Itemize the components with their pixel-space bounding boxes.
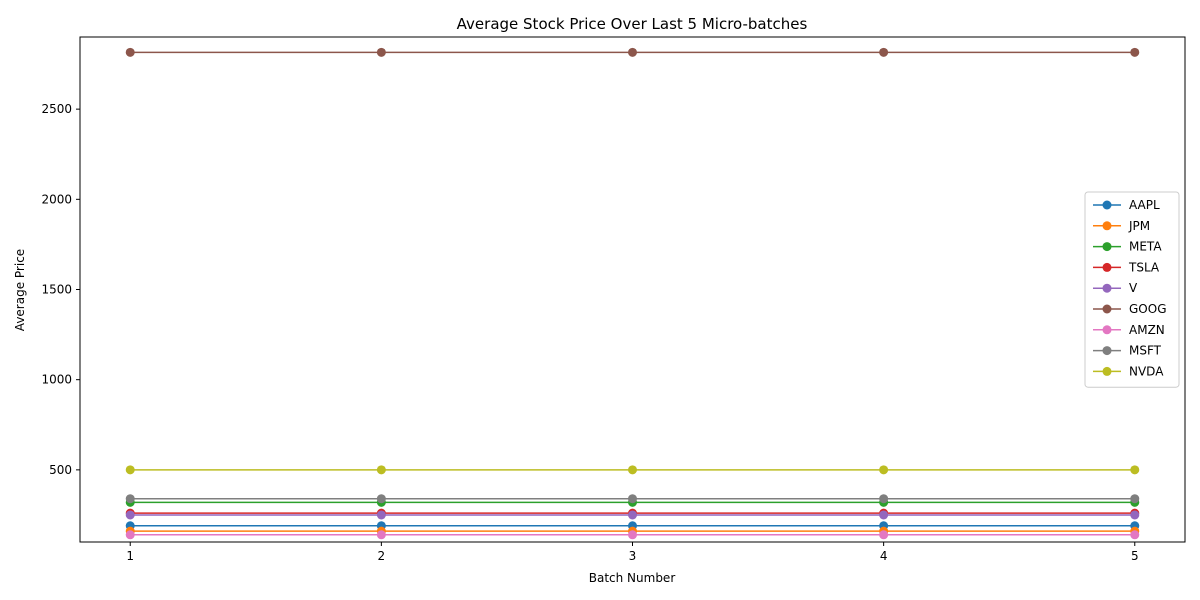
series-nvda bbox=[125, 465, 1140, 475]
legend-label: TSLA bbox=[1128, 260, 1160, 274]
y-tick-label: 2500 bbox=[41, 102, 72, 116]
plot-area bbox=[80, 37, 1185, 542]
legend-label: AMZN bbox=[1129, 323, 1165, 337]
x-axis-label: Batch Number bbox=[589, 571, 676, 585]
series-goog bbox=[125, 47, 1140, 57]
legend-box bbox=[1084, 191, 1180, 388]
data-point-amzn bbox=[1130, 530, 1140, 540]
data-point-msft bbox=[1130, 494, 1140, 504]
data-point-amzn bbox=[376, 530, 386, 540]
legend-item-v: V bbox=[1093, 281, 1138, 295]
data-point-goog bbox=[1130, 47, 1140, 57]
legend-marker bbox=[1102, 325, 1112, 335]
x-tick-label: 1 bbox=[126, 549, 134, 563]
y-tick-label: 500 bbox=[49, 463, 72, 477]
legend-marker bbox=[1102, 262, 1112, 272]
x-tick-label: 3 bbox=[629, 549, 637, 563]
legend-item-amzn: AMZN bbox=[1093, 323, 1165, 337]
legend-item-nvda: NVDA bbox=[1093, 364, 1164, 378]
data-point-goog bbox=[125, 47, 135, 57]
legend-label: AAPL bbox=[1129, 198, 1160, 212]
data-point-v bbox=[1130, 510, 1140, 520]
series-amzn bbox=[125, 530, 1140, 540]
series-msft bbox=[125, 494, 1140, 504]
legend-marker bbox=[1102, 346, 1112, 356]
y-axis-label: Average Price bbox=[13, 249, 27, 331]
legend-marker bbox=[1102, 242, 1112, 252]
legend-marker bbox=[1102, 366, 1112, 376]
legend-label: V bbox=[1129, 281, 1138, 295]
series-v bbox=[125, 510, 1140, 520]
series-layer bbox=[125, 47, 1140, 540]
data-point-v bbox=[125, 510, 135, 520]
legend-marker bbox=[1102, 221, 1112, 231]
data-point-nvda bbox=[628, 465, 637, 475]
y-tick-label: 2000 bbox=[41, 192, 72, 206]
data-point-goog bbox=[628, 47, 637, 57]
data-point-goog bbox=[879, 47, 889, 57]
data-point-nvda bbox=[1130, 465, 1140, 475]
data-point-amzn bbox=[879, 530, 889, 540]
data-point-nvda bbox=[376, 465, 386, 475]
data-point-v bbox=[376, 510, 386, 520]
legend-item-aapl: AAPL bbox=[1093, 198, 1160, 212]
legend-marker bbox=[1102, 200, 1112, 210]
legend-item-tsla: TSLA bbox=[1093, 260, 1160, 274]
data-point-msft bbox=[376, 494, 386, 504]
y-tick-label: 1500 bbox=[41, 283, 72, 297]
data-point-amzn bbox=[125, 530, 135, 540]
legend-label: JPM bbox=[1128, 219, 1150, 233]
legend-item-meta: META bbox=[1093, 240, 1162, 254]
data-point-msft bbox=[628, 494, 637, 504]
legend-label: NVDA bbox=[1129, 364, 1164, 378]
data-point-amzn bbox=[628, 530, 637, 540]
y-axis-ticks: 500 1000 1500 2000 2500 bbox=[41, 102, 80, 477]
x-tick-label: 2 bbox=[378, 549, 386, 563]
data-point-nvda bbox=[125, 465, 135, 475]
data-point-v bbox=[879, 510, 889, 520]
data-point-nvda bbox=[879, 465, 889, 475]
data-point-goog bbox=[376, 47, 386, 57]
legend-label: MSFT bbox=[1129, 344, 1162, 358]
legend-label: META bbox=[1129, 240, 1162, 254]
chart-title: Average Stock Price Over Last 5 Micro-ba… bbox=[457, 15, 808, 33]
legend-label: GOOG bbox=[1129, 302, 1167, 316]
legend-item-jpm: JPM bbox=[1093, 219, 1150, 233]
legend-marker bbox=[1102, 283, 1112, 293]
y-tick-label: 1000 bbox=[41, 373, 72, 387]
x-axis-ticks: 1 2 3 4 5 bbox=[126, 542, 1139, 563]
legend-item-msft: MSFT bbox=[1093, 344, 1162, 358]
data-point-msft bbox=[125, 494, 135, 504]
data-point-msft bbox=[879, 494, 889, 504]
x-tick-label: 4 bbox=[880, 549, 888, 563]
legend: AAPL JPM META TSLA V GOOG AMZN MSFT NVDA bbox=[1084, 191, 1180, 388]
x-tick-label: 5 bbox=[1131, 549, 1139, 563]
legend-marker bbox=[1102, 304, 1112, 314]
data-point-v bbox=[628, 510, 637, 520]
legend-item-goog: GOOG bbox=[1093, 302, 1167, 316]
